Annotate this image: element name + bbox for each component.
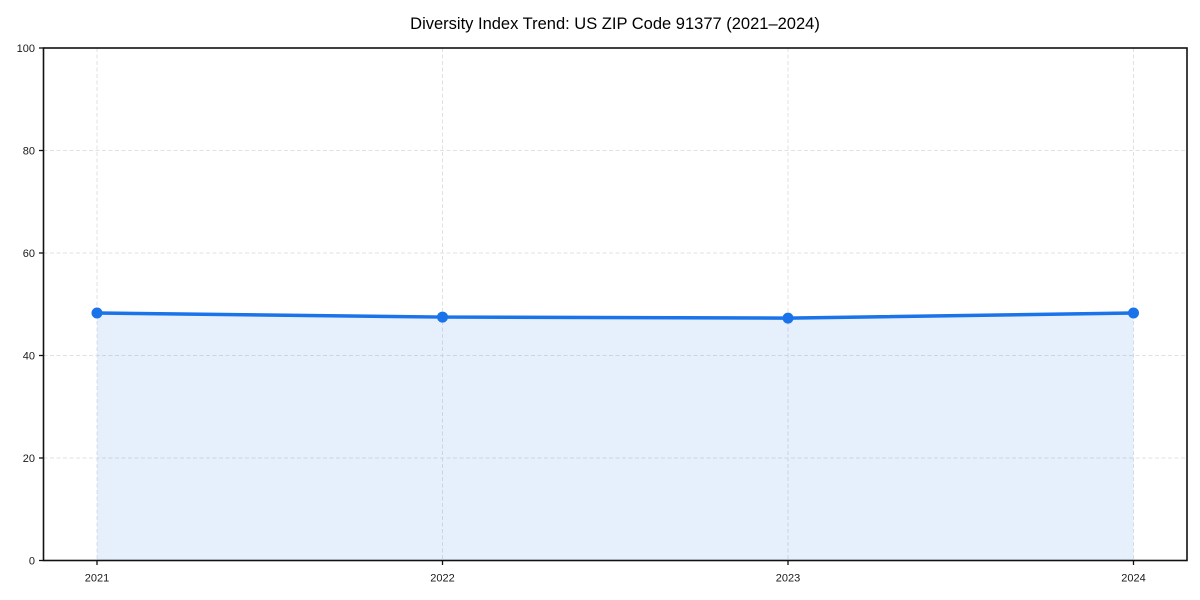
x-tick-label: 2022 [430,573,454,585]
trend-line [95,311,1136,320]
y-tick-label: 80 [23,146,35,158]
series-layer [91,307,1139,561]
data-point-2023 [782,312,794,324]
plot-border [42,47,1188,562]
x-tick-label: 2024 [1121,573,1145,585]
y-tick-label: 60 [23,248,35,260]
x-tick-label: 2023 [776,573,800,585]
data-point-2024 [1128,307,1139,319]
area-fill [97,312,1134,561]
y-tick-label: 100 [17,43,35,55]
data-point-2021 [91,307,103,319]
grid-layer [43,48,1187,561]
data-point-2022 [437,311,448,323]
x-tick-label: 2021 [85,573,109,585]
y-tick-label: 20 [23,453,35,465]
axes-layer: 0 20 40 60 80 100 2021 2022 2023 2024 [17,43,1188,585]
chart-title: Diversity Index Trend: US ZIP Code 91377… [410,15,820,33]
y-tick-label: 0 [29,556,35,568]
y-tick-label: 40 [23,351,35,363]
